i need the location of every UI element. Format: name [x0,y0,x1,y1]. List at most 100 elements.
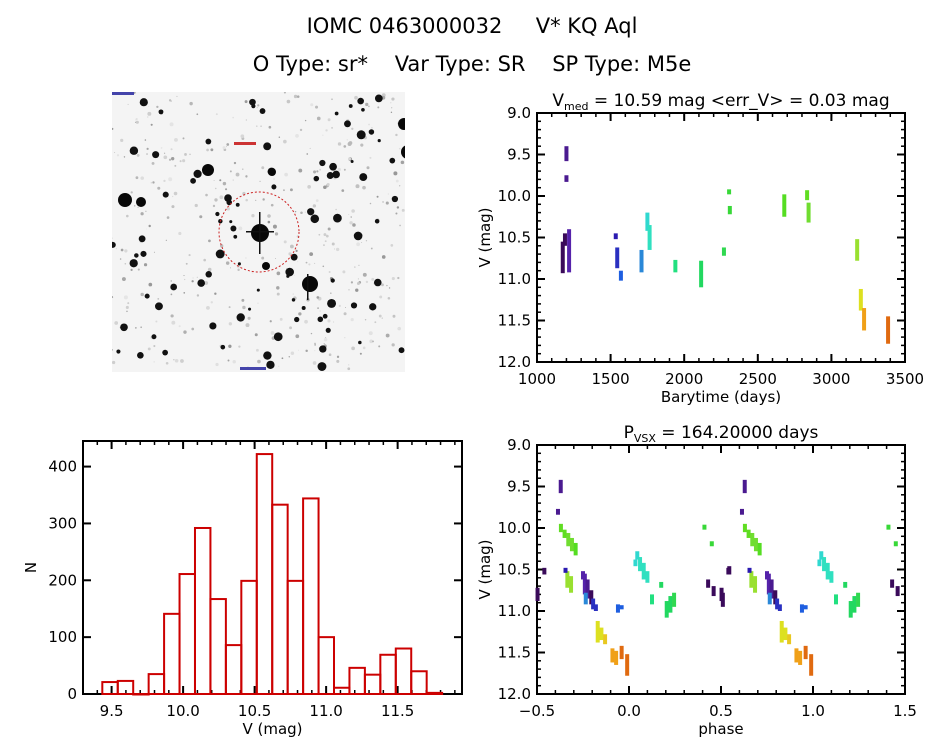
faint-star [150,182,152,184]
faint-star [137,206,139,208]
x-tick-label: 1.5 [893,702,917,720]
histogram-bar [163,612,181,695]
histogram-plot: 9.5 10.0 10.5 11.0 11.5 0 100 200 300 400 V (mag) N [22,440,463,738]
y-tick-label: 300 [48,514,77,532]
faint-star [112,127,114,130]
faint-star [347,364,350,366]
phase-point-group [819,551,824,560]
faint-star [168,158,172,161]
faint-star [300,211,303,214]
faint-star [170,148,173,151]
histogram-bar [317,636,335,695]
faint-star [337,167,341,172]
faint-star [359,352,362,355]
faint-star [191,327,195,331]
faint-star [173,191,178,196]
phase-point-group [773,590,778,605]
star [317,316,324,323]
histogram-bar [363,673,382,696]
faint-star [356,242,361,247]
faint-star [135,176,139,180]
faint-star [247,316,251,320]
faint-star [275,257,276,259]
y-tick-label: 12.0 [498,685,531,703]
faint-star [178,231,182,236]
star [205,138,212,145]
faint-star [148,282,153,287]
phase-point-group [747,567,752,573]
plot-title-symbol: P [624,423,634,443]
faint-star [312,204,317,208]
star [230,225,237,232]
faint-star [135,117,138,121]
data-point-group [673,259,678,273]
star [263,142,272,151]
star [325,327,331,333]
faint-star [127,103,129,105]
faint-star [305,261,308,264]
faint-star [354,266,356,268]
histogram-bar [332,686,351,696]
data-point-group [886,316,891,344]
plot-title: Vmed = 10.59 mag <err_V> = 0.03 mag [552,91,889,113]
faint-star [361,242,363,243]
faint-star [319,168,322,171]
star [139,98,148,107]
phase-point-group [766,573,771,595]
faint-star [390,244,394,247]
faint-star [322,265,325,268]
faint-star [317,307,319,309]
faint-star [309,147,311,149]
phase-point-group [619,605,624,610]
phase-point-group [569,537,574,552]
faint-star [316,296,320,299]
faint-star [278,136,281,138]
star [326,172,334,179]
faint-star [182,137,185,140]
star [374,218,380,224]
x-tick-label: 11.5 [381,702,414,720]
phase-point-group [593,604,598,611]
data-point-group [806,202,811,223]
y-tick-label: 11.5 [498,644,531,662]
faint-star [273,178,275,180]
data-point-group [645,212,650,231]
phase-point-group [742,479,747,494]
x-tick-label: 10.5 [238,702,271,720]
faint-star [288,252,292,256]
faint-star [163,179,166,183]
faint-star [319,310,321,312]
faint-star [365,240,368,242]
faint-star [140,176,145,180]
phase-point-group [753,537,758,552]
faint-star [229,170,232,173]
phase-point-group [702,524,707,530]
faint-star [392,314,396,318]
faint-star [397,276,400,280]
faint-star [170,157,175,161]
faint-star [189,153,191,156]
plot-title-subscript: VSX [634,432,657,445]
star [229,220,233,224]
phase-point-group [775,598,780,610]
faint-star [174,164,177,167]
phase-point-group [809,654,814,676]
faint-star [134,205,136,207]
faint-star [369,339,373,344]
spectral-type: SP Type: M5e [552,52,692,76]
star [317,362,327,371]
histogram-bar [348,666,366,695]
star [134,253,139,258]
faint-star [140,212,144,216]
plot-title: PVSX = 164.20000 days [624,423,819,445]
data-point-group [560,241,565,274]
y-tick-label: 10.5 [498,561,531,579]
phase-point-group [848,601,853,618]
faint-star [372,340,374,343]
bright-star [401,145,405,159]
faint-star [283,139,287,144]
faint-star [178,325,181,328]
faint-star [240,134,245,139]
object-type: O Type: sr* [252,52,368,76]
phase-point-group [787,634,792,645]
